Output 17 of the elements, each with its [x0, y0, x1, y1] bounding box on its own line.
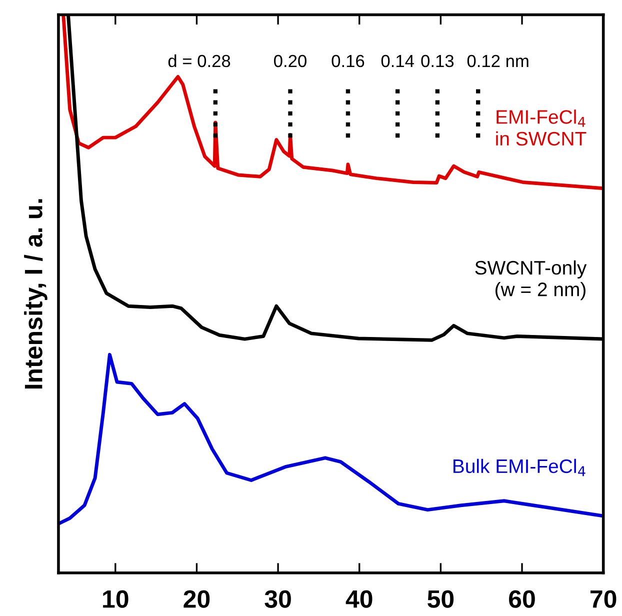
x-tick-label: 40	[346, 590, 372, 608]
series-label: SWCNT-only (w = 2 nm)	[475, 260, 587, 300]
x-tick-label: 30	[264, 590, 291, 608]
annotation: 0.16	[332, 54, 364, 68]
annotation: 0.13	[421, 54, 454, 68]
y-axis-title: Intensity, I / a. u.	[24, 199, 48, 388]
x-tick-label: 70	[590, 590, 616, 608]
x-tick-label: 20	[184, 590, 210, 608]
x-tick-label: 10	[103, 590, 128, 608]
annotation: d = 0.28	[168, 54, 230, 68]
annotation: 0.20	[274, 54, 306, 68]
x-tick-label: 50	[428, 590, 454, 608]
annotation: 0.14	[381, 54, 414, 68]
annotation: 0.12 nm	[467, 54, 528, 68]
x-tick-label: 60	[509, 590, 535, 608]
series-label: EMI-FeCl$_{4}$ in SWCNT	[496, 110, 586, 146]
series-label: Bulk EMI-FeCl$_{4}$	[454, 458, 586, 476]
